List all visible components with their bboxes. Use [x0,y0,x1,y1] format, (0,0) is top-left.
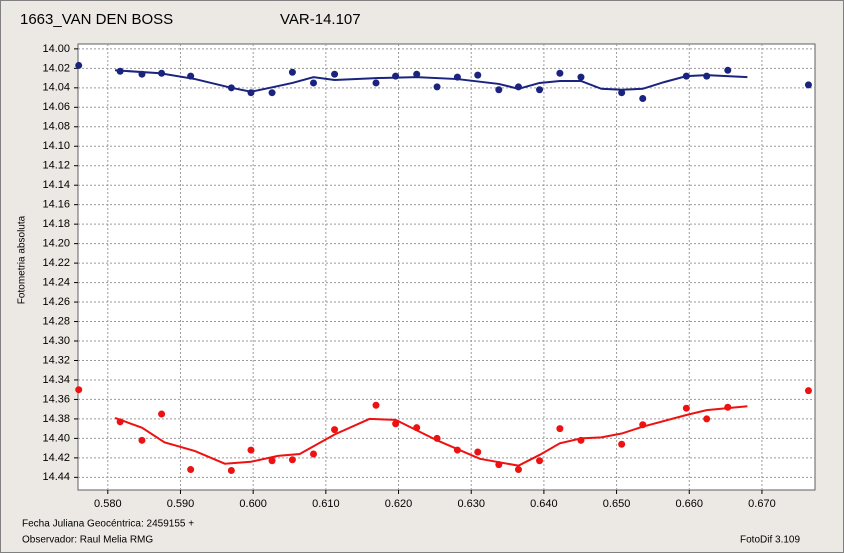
y-tick-label: 14.04 [42,82,70,94]
data-point [413,70,421,78]
data-point [556,425,564,433]
y-tick-label: 14.22 [42,257,70,269]
x-tick-label: 0.590 [167,498,195,510]
data-point [495,86,503,94]
x-tick-label: 0.670 [748,498,776,510]
data-point [392,420,400,428]
data-point [268,457,276,465]
data-point [268,89,276,97]
x-tick-label: 0.630 [457,498,485,510]
y-axis-label: Fotometria absoluta [17,215,28,304]
y-tick-label: 14.28 [42,315,70,327]
data-point [474,71,482,79]
y-tick-label: 14.30 [42,335,70,347]
data-point [187,466,195,474]
y-tick-label: 14.32 [42,354,70,366]
y-tick-label: 14.10 [42,140,70,152]
data-point [682,404,690,412]
data-point [618,89,626,97]
y-tick-label: 14.02 [42,62,70,74]
x-tick-label: 0.580 [94,498,122,510]
y-tick-label: 14.42 [42,452,70,464]
data-point [703,415,711,423]
data-point [577,73,585,81]
data-point [639,95,647,103]
plot-area [77,43,816,491]
data-point [138,436,146,444]
data-point [556,69,564,77]
y-tick-label: 14.08 [42,121,70,133]
x-axis-label: Fecha Juliana Geocéntrica: 2459155 + [22,519,194,530]
x-tick-label: 0.660 [675,498,703,510]
data-point [474,448,482,456]
y-tick-label: 14.20 [42,238,70,250]
data-point [309,450,317,458]
y-tick-label: 14.06 [42,101,70,113]
data-point [536,457,544,465]
data-point [288,68,296,76]
x-tick-label: 0.650 [603,498,631,510]
fit-line [115,69,748,93]
x-tick-label: 0.610 [312,498,340,510]
data-point [247,446,255,454]
data-point [309,79,317,87]
chart-subtitle: VAR-14.107 [280,11,361,28]
y-tick-label: 14.34 [42,374,70,386]
data-point [724,66,732,74]
data-point [514,466,522,474]
chart-title: 1663_VAN DEN BOSS [20,11,173,28]
data-point [804,387,812,395]
x-tick-label: 0.620 [385,498,413,510]
data-point [288,456,296,464]
y-tick-label: 14.18 [42,218,70,230]
data-point [227,467,235,475]
software: FotoDif 3.109 [740,535,800,546]
y-tick-label: 14.14 [42,179,70,191]
data-point [372,401,380,409]
data-point [536,86,544,94]
data-point [618,440,626,448]
data-point [75,386,83,394]
y-tick-label: 14.26 [42,296,70,308]
x-tick-label: 0.600 [239,498,267,510]
y-tick-label: 14.24 [42,276,70,288]
data-point [804,81,812,89]
y-tick-label: 14.36 [42,393,70,405]
y-tick-label: 14.38 [42,413,70,425]
y-tick-label: 14.40 [42,432,70,444]
y-tick-label: 14.44 [42,471,70,483]
fit-line [114,405,748,467]
data-point [331,70,339,78]
y-tick-label: 14.12 [42,160,70,172]
data-point [372,79,380,87]
data-point [331,426,339,434]
y-tick-label: 14.16 [42,199,70,211]
data-point [75,61,83,69]
data-point [433,83,441,91]
observer: Observador: Raul Melia RMG [22,535,153,546]
x-tick-label: 0.640 [530,498,558,510]
data-point [158,410,166,418]
y-tick-label: 14.00 [42,43,70,55]
